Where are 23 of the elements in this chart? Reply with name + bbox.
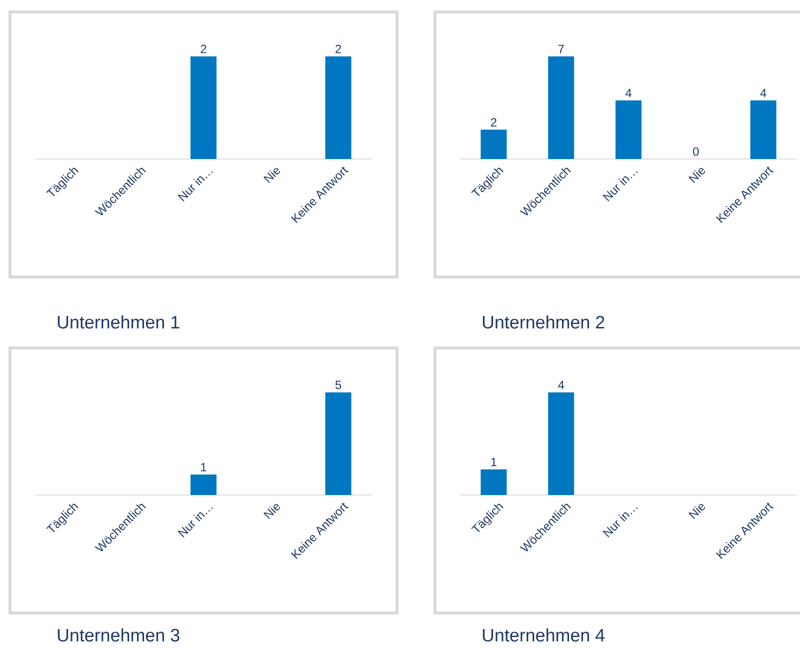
- text: Unternehmen 3: [58, 628, 180, 642]
- x-tick-label: Nie: [688, 168, 705, 184]
- data-label: 2: [200, 44, 206, 54]
- text: Unternehmen 2: [482, 315, 604, 329]
- data-label: 2: [490, 118, 496, 126]
- data-label: 4: [760, 88, 766, 98]
- x-tick-label: Nur in…: [602, 507, 638, 538]
- x-tick-label: Nie: [263, 168, 280, 184]
- x-tick-label: Nie: [263, 504, 280, 520]
- x-tick-label: Nie: [688, 504, 705, 520]
- data-label: 2: [336, 44, 342, 54]
- data-label: 0: [693, 147, 699, 156]
- data-label: 4: [625, 88, 632, 98]
- data-label: 1: [491, 458, 496, 466]
- text: Unternehmen 4: [482, 628, 605, 642]
- x-tick-label: Nur in…: [178, 507, 213, 538]
- data-label: 1: [201, 463, 206, 472]
- data-label: 4: [558, 380, 564, 390]
- data-label: 7: [558, 44, 564, 54]
- x-tick-label: Nur in…: [602, 171, 638, 202]
- x-tick-label: Nur in…: [178, 171, 213, 202]
- text: Unternehmen 1: [58, 315, 180, 329]
- data-label: 5: [335, 380, 342, 390]
